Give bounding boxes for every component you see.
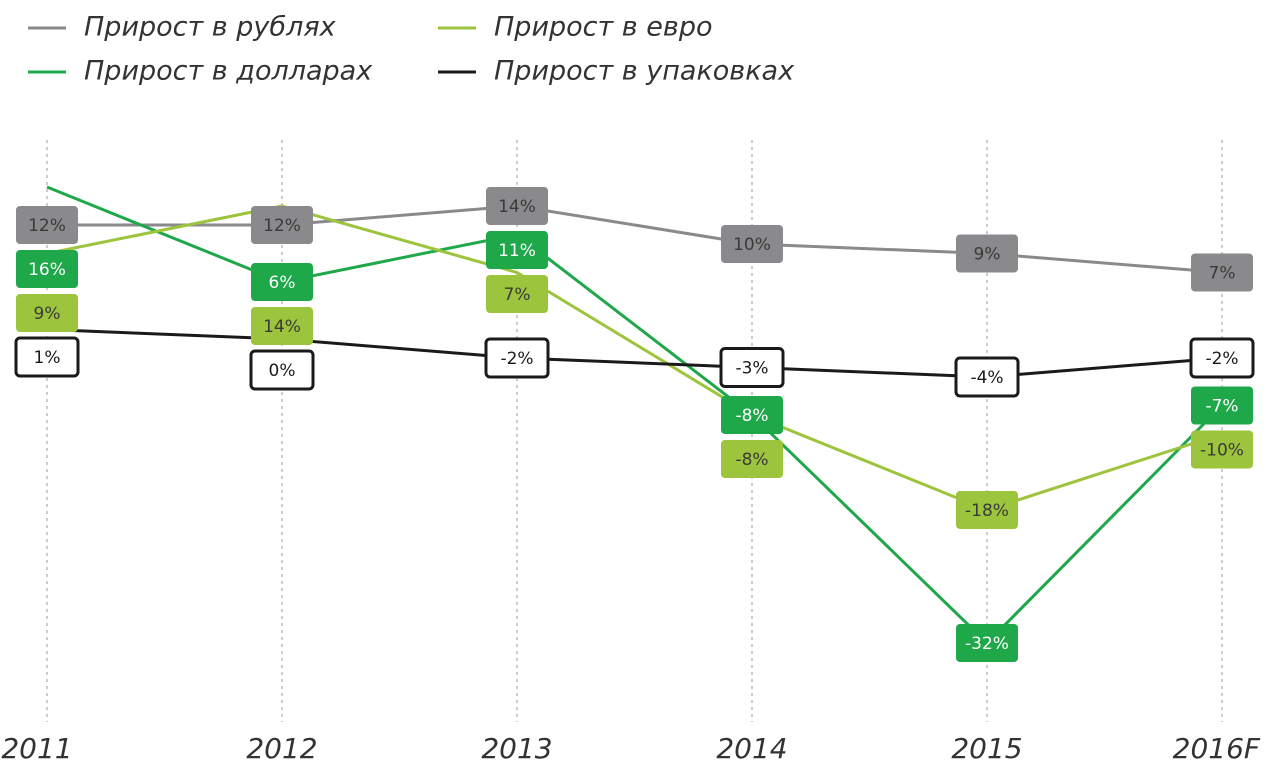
series-line [46,185,1224,646]
x-tick-label: 2012 [246,732,317,765]
data-label-box [249,349,315,391]
data-label-box [1191,253,1253,292]
data-label: 7% [1209,264,1236,284]
data-label-box [251,263,313,301]
legend-label: Прирост в долларах [84,56,373,87]
series-line [46,204,1223,512]
x-tick-label: 2015 [951,732,1022,765]
data-label: 6% [269,273,296,293]
data-label: 14% [498,197,536,217]
data-label-box [956,624,1018,662]
data-label: -7% [1205,397,1238,417]
data-label: 12% [28,216,66,236]
data-label: 14% [263,317,301,337]
x-tick-label: 2011 [1,732,72,765]
data-label-box [16,206,78,244]
data-label: -4% [970,368,1003,388]
data-label: -18% [965,501,1009,521]
series-line [46,328,1223,379]
data-label-box [486,231,548,269]
data-label-box [486,187,548,225]
data-label-box [721,225,783,263]
data-label: -10% [1200,441,1244,461]
data-label: -8% [735,406,768,426]
data-label-box [16,294,78,332]
data-label-box [486,275,548,313]
x-tick-label: 2013 [481,732,552,765]
data-label: 16% [28,260,66,280]
data-label-box [1189,337,1255,379]
data-label-box [251,307,313,345]
data-label-box [16,250,78,288]
data-label: -3% [735,359,768,379]
data-label: 11% [498,241,536,261]
x-tick-label: 2016F [1173,732,1261,765]
series-line [47,204,1223,274]
data-label-box [1191,386,1253,425]
legend-label: Прирост в упаковках [494,56,795,87]
data-label-box [251,206,313,244]
data-label-box [1191,430,1253,469]
data-label: 9% [34,304,61,324]
data-label: 10% [733,235,771,255]
data-label: 0% [269,361,296,381]
data-label-box [721,440,783,478]
data-label: 7% [504,285,531,305]
legend-label: Прирост в рублях [84,12,337,43]
x-tick-label: 2014 [716,732,787,765]
legend-label: Прирост в евро [494,12,712,43]
data-label: -8% [735,450,768,470]
data-label: -32% [965,634,1009,654]
data-label-box [484,337,550,379]
data-label-box [719,347,785,388]
data-label-box [956,234,1018,273]
data-label: 1% [34,348,61,368]
data-label-box [721,396,783,434]
data-label-box [954,356,1020,398]
data-label: 9% [974,245,1001,265]
data-label: -2% [1205,349,1238,369]
data-label-box [956,491,1018,529]
data-label: -2% [500,349,533,369]
data-label: 12% [263,216,301,236]
data-label-box [14,336,80,378]
